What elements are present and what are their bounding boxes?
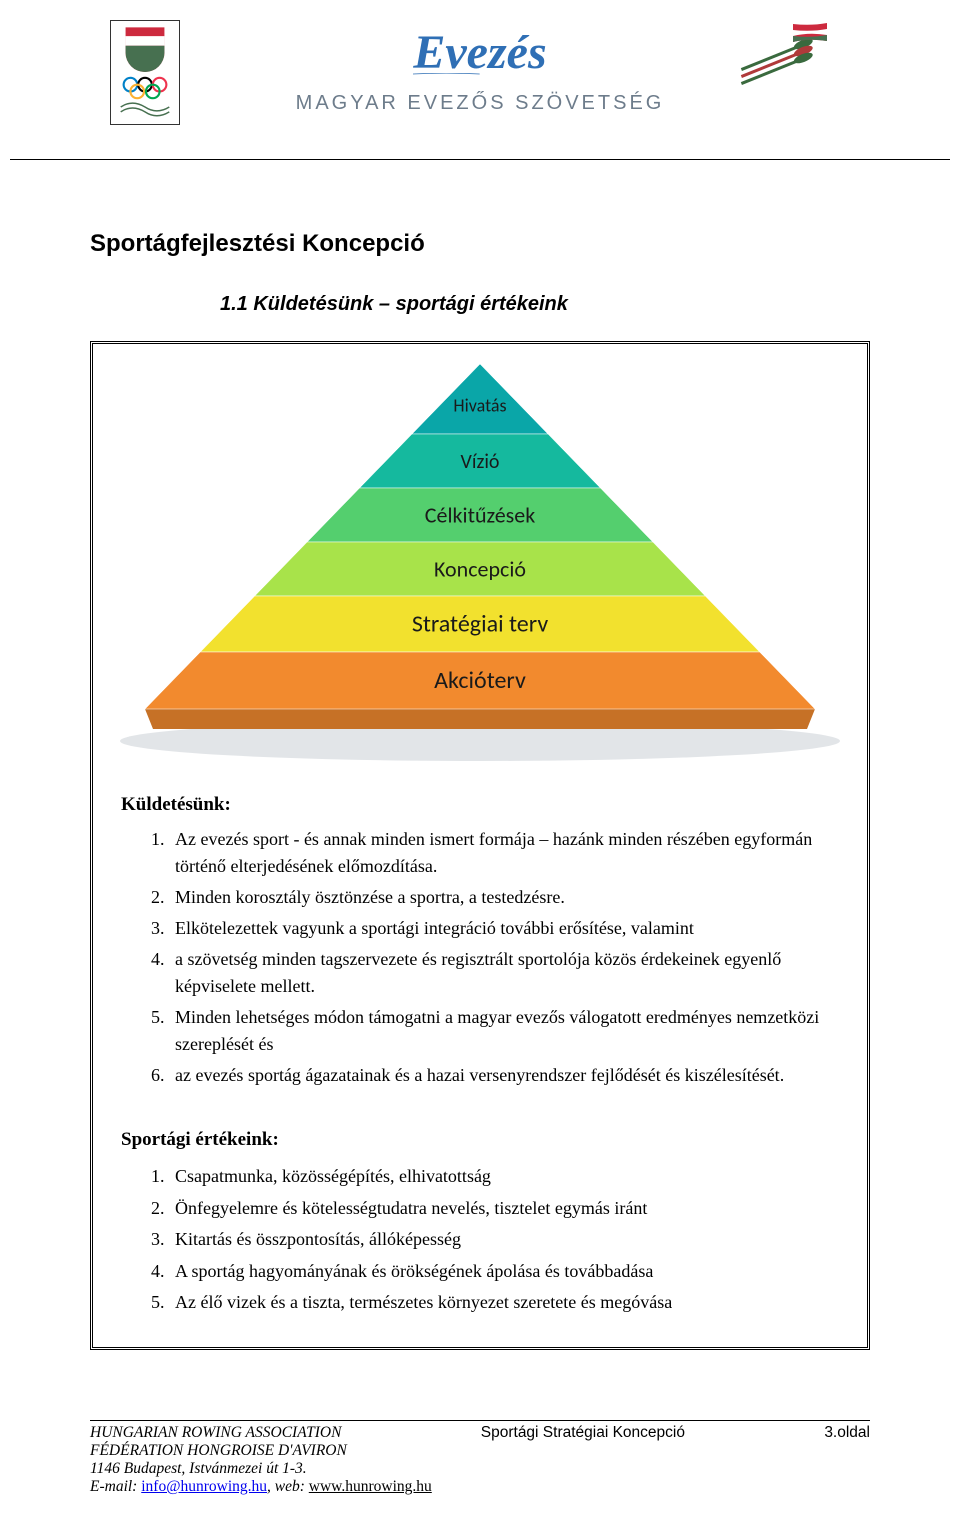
mission-item: Minden korosztály ösztönzése a sportra, … <box>169 884 839 911</box>
mission-list: Az evezés sport - és annak minden ismert… <box>169 826 839 1089</box>
header-title-block: Evezés MAGYAR EVEZŐS SZÖVETSÉG <box>290 25 670 115</box>
framed-content-box: Hivatás Vízió Célkitűzések Koncepció Stratég… <box>90 341 870 1350</box>
svg-text:Koncepció: Koncepció <box>434 555 526 582</box>
svg-text:Akcióterv: Akcióterv <box>434 666 526 695</box>
mission-heading: Küldetésünk: <box>121 794 839 816</box>
values-item: A sportág hagyományának és örökségének á… <box>169 1256 839 1288</box>
values-item: Csapatmunka, közösségépítés, elhivatotts… <box>169 1161 839 1193</box>
values-heading: Sportági értékeink: <box>121 1129 839 1151</box>
mission-item: a szövetség minden tagszervezete és regi… <box>169 946 839 1000</box>
footer-web-label: , web: <box>267 1478 309 1495</box>
rowing-flag-logo-icon <box>735 18 830 98</box>
values-item: Önfegyelemre és kötelességtudatra nevelé… <box>169 1193 839 1225</box>
footer-assoc-en: HUNGARIAN ROWING ASSOCIATION <box>90 1424 341 1442</box>
values-item: Kitartás és összpontosítás, állóképesség <box>169 1224 839 1256</box>
footer-page-number: 3.oldal <box>824 1424 870 1442</box>
mission-item: Az evezés sport - és annak minden ismert… <box>169 826 839 880</box>
footer-doc-name: Sportági Stratégiai Koncepció <box>481 1424 685 1442</box>
footer-email-link[interactable]: info@hunrowing.hu <box>141 1478 267 1495</box>
footer-assoc-fr: FÉDÉRATION HONGROISE D'AVIRON <box>90 1442 870 1460</box>
svg-text:Hivatás: Hivatás <box>453 395 506 417</box>
page-header: Evezés MAGYAR EVEZŐS SZÖVETSÉG <box>10 0 950 160</box>
mission-item: az evezés sportág ágazatainak és a hazai… <box>169 1062 839 1089</box>
page-footer: HUNGARIAN ROWING ASSOCIATION Sportági St… <box>90 1420 870 1496</box>
brand-text: Evezés <box>413 26 546 79</box>
brand-wordmark: Evezés <box>413 25 546 80</box>
values-item: Az élő vizek és a tiszta, természetes kö… <box>169 1287 839 1319</box>
page-content: Sportágfejlesztési Koncepció 1.1 Küldeté… <box>0 160 960 1350</box>
footer-address: 1146 Budapest, Istvánmezei út 1-3. <box>90 1460 870 1478</box>
crest-logo-icon <box>110 20 180 125</box>
mission-item: Elkötelezettek vagyunk a sportági integr… <box>169 915 839 942</box>
mission-item: Minden lehetséges módon támogatni a magy… <box>169 1004 839 1058</box>
footer-rule <box>90 1420 870 1421</box>
values-list: Csapatmunka, közösségépítés, elhivatotts… <box>169 1161 839 1319</box>
svg-text:Célkitűzések: Célkitűzések <box>425 501 535 528</box>
footer-web-link[interactable]: www.hunrowing.hu <box>309 1478 432 1495</box>
footer-contact: E-mail: info@hunrowing.hu, web: www.hunr… <box>90 1478 870 1496</box>
section-heading: 1.1 Küldetésünk – sportági értékeink <box>220 293 870 316</box>
pyramid-diagram: Hivatás Vízió Célkitűzések Koncepció Stratég… <box>93 354 867 769</box>
document-title: Sportágfejlesztési Koncepció <box>90 230 870 258</box>
svg-text:Stratégiai terv: Stratégiai terv <box>412 610 548 639</box>
svg-text:Vízió: Vízió <box>461 450 500 474</box>
organization-name: MAGYAR EVEZŐS SZÖVETSÉG <box>290 92 670 115</box>
footer-email-label: E-mail: <box>90 1478 141 1495</box>
